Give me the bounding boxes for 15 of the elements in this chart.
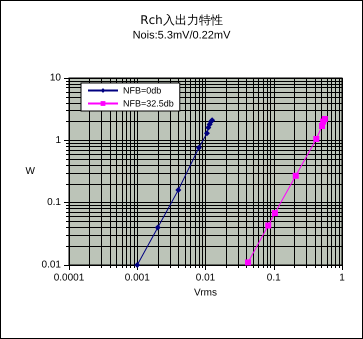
chart-subtitle: Nois:5.3mV/0.22mV: [132, 30, 232, 42]
legend-label: NFB=32.5db: [123, 98, 174, 108]
y-tick-label: 0.1: [47, 197, 62, 208]
y-axis-title: W: [26, 166, 36, 177]
x-tick-label: 0.001: [124, 272, 150, 284]
x-tick-label: 0.1: [266, 272, 282, 284]
chart-title: Rch入出力特性: [140, 13, 223, 27]
x-tick-label: 0.0001: [54, 272, 85, 284]
y-tick-label: 1: [55, 134, 62, 146]
x-tick-label: 0.01: [196, 272, 216, 284]
x-tick-label: 1: [339, 272, 346, 284]
y-tick-label: 0.01: [42, 260, 62, 270]
y-tick-label: 10: [50, 72, 62, 84]
legend-label: NFB=0db: [123, 86, 162, 96]
x-axis-title: Vrms: [194, 287, 217, 298]
